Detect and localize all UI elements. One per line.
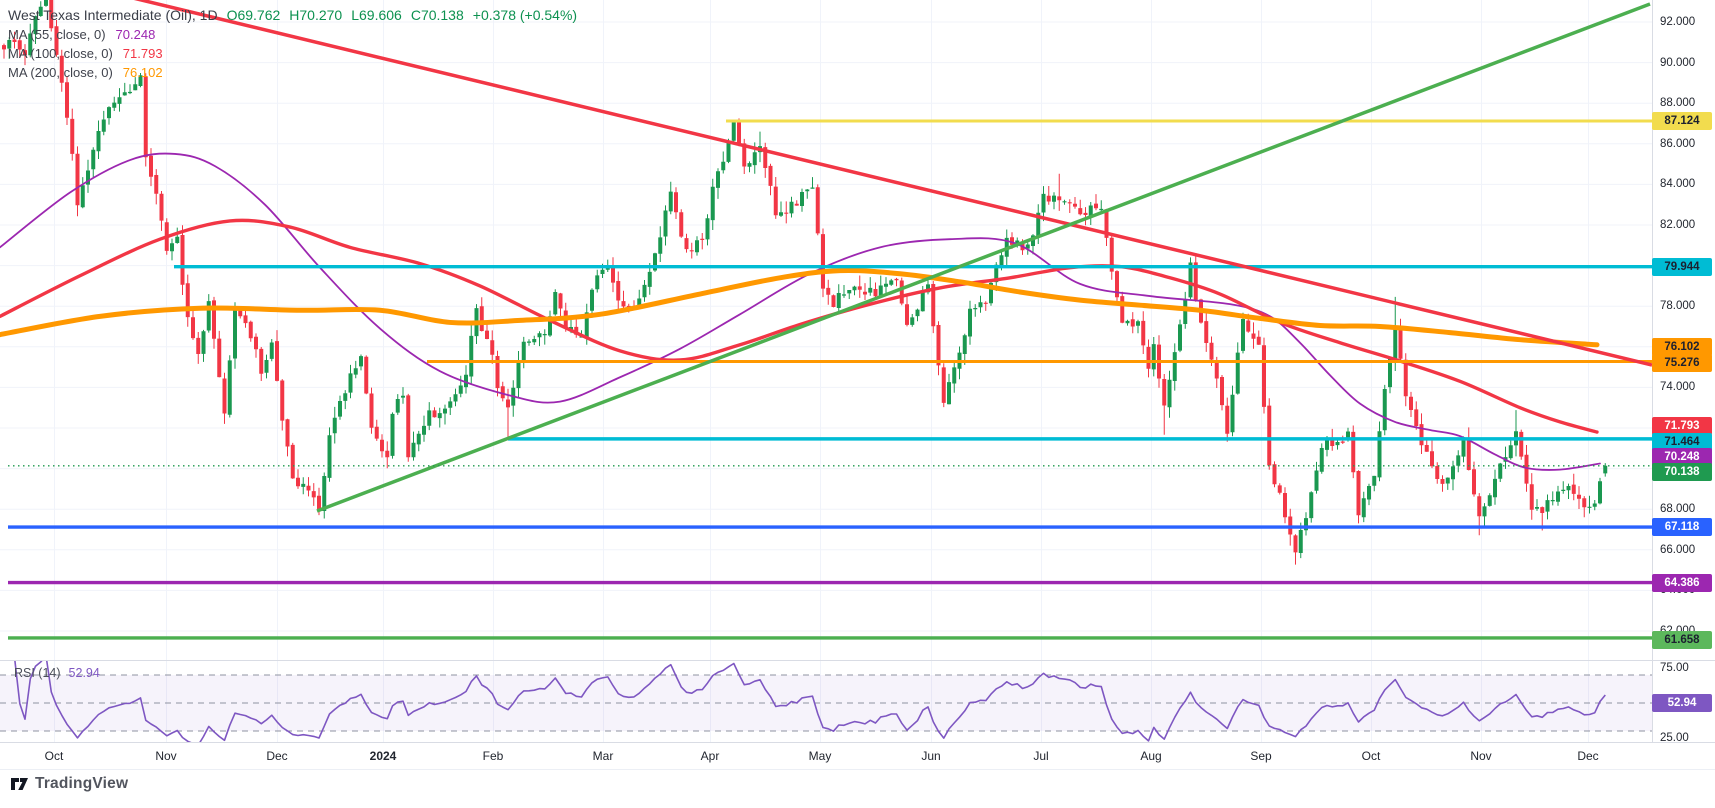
price-level-label-70.138: 70.138 [1652, 463, 1712, 481]
time-axis-label: Sep [1250, 749, 1272, 763]
time-axis[interactable] [0, 742, 1715, 769]
price-level-label-70.248: 70.248 [1652, 448, 1712, 466]
time-axis-label: Mar [592, 749, 614, 763]
price-tick-label: 88.000 [1660, 97, 1696, 110]
time-axis-label: Apr [700, 749, 720, 763]
price-tick-label: 90.000 [1660, 56, 1696, 69]
price-level-label-87.124: 87.124 [1652, 112, 1712, 130]
ma55-line [0, 152, 1601, 471]
price-level-label-71.464: 71.464 [1652, 433, 1712, 451]
candlestick-series [2, 0, 1608, 565]
price-level-label-52.94: 52.94 [1652, 694, 1712, 712]
price-level-label-79.944: 79.944 [1652, 258, 1712, 276]
price-tick-label: 74.000 [1660, 381, 1696, 394]
tradingview-logo-text: TradingView [35, 774, 129, 792]
rsi-tick-label: 25.00 [1660, 732, 1689, 744]
price-tick-label: 84.000 [1660, 178, 1696, 191]
time-axis-label: Oct [44, 749, 64, 763]
price-tick-label: 86.000 [1660, 137, 1696, 150]
rsi-line [14, 661, 1606, 742]
tradingview-branding[interactable]: TradingView [10, 774, 128, 793]
price-level-label-67.118: 67.118 [1652, 518, 1712, 536]
time-axis-label: 2024 [369, 749, 397, 763]
price-tick-label: 78.000 [1660, 300, 1696, 313]
price-tick-label: 68.000 [1660, 503, 1696, 516]
time-axis-label: Jun [921, 749, 941, 763]
ascending-trendline[interactable] [316, 2, 1651, 513]
price-level-label-75.276: 75.276 [1652, 354, 1712, 372]
time-axis-label: Oct [1361, 749, 1381, 763]
time-axis-label: Aug [1140, 749, 1162, 763]
time-axis-label: Nov [1470, 749, 1492, 763]
descending-trendline[interactable] [133, 0, 1652, 367]
price-level-label-76.102: 76.102 [1652, 338, 1712, 356]
rsi-tick-label: 75.00 [1660, 662, 1689, 674]
pane-separators [0, 0, 1715, 770]
ma200-line [0, 268, 1600, 348]
price-level-label-64.386: 64.386 [1652, 574, 1712, 592]
time-axis-label: Feb [482, 749, 504, 763]
price-tick-label: 66.000 [1660, 543, 1696, 556]
time-axis-label: Dec [1577, 749, 1599, 763]
rsi-pane [0, 661, 1652, 742]
time-axis-label: Dec [266, 749, 288, 763]
price-level-label-61.658: 61.658 [1652, 631, 1712, 649]
time-axis-label: Jul [1033, 749, 1049, 763]
tradingview-logo-icon [11, 778, 28, 790]
time-axis-label: May [808, 749, 832, 763]
price-tick-label: 92.000 [1660, 16, 1696, 28]
time-axis-label: Nov [155, 749, 177, 763]
support-resistance-levels [8, 119, 1652, 640]
price-tick-label: 82.000 [1660, 219, 1696, 231]
price-level-label-71.793: 71.793 [1652, 417, 1712, 435]
